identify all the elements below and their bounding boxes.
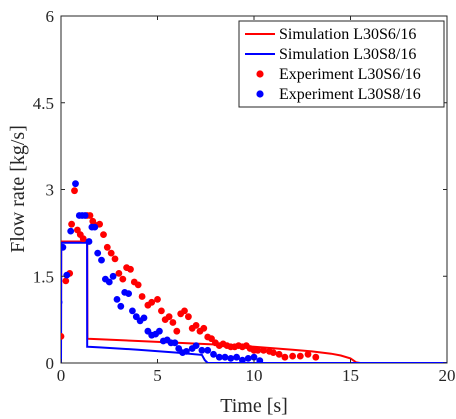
data-point-2 bbox=[193, 322, 200, 329]
data-point-2 bbox=[116, 270, 123, 277]
data-point-2 bbox=[80, 235, 87, 242]
data-point-3 bbox=[239, 357, 246, 364]
y-tick-label: 6 bbox=[46, 7, 55, 26]
data-point-3 bbox=[227, 355, 234, 362]
data-point-2 bbox=[297, 353, 304, 360]
data-point-3 bbox=[222, 354, 229, 361]
data-point-2 bbox=[139, 293, 146, 300]
data-point-2 bbox=[312, 354, 319, 361]
data-point-2 bbox=[135, 282, 142, 289]
data-point-3 bbox=[67, 228, 74, 235]
x-tick-label: 0 bbox=[57, 366, 66, 385]
data-point-2 bbox=[170, 319, 177, 326]
data-point-2 bbox=[100, 231, 107, 238]
x-tick-label: 5 bbox=[153, 366, 162, 385]
data-point-3 bbox=[56, 299, 63, 306]
data-point-2 bbox=[173, 328, 180, 335]
y-tick-label: 3 bbox=[46, 181, 55, 200]
y-axis-label: Flow rate [kg/s] bbox=[7, 125, 29, 253]
data-point-3 bbox=[183, 348, 190, 355]
legend-entry-3: Experiment L30S8/16 bbox=[279, 86, 421, 103]
x-tick-label: 15 bbox=[342, 366, 359, 385]
data-point-2 bbox=[104, 244, 111, 251]
data-point-2 bbox=[62, 278, 69, 285]
data-point-2 bbox=[289, 353, 296, 360]
data-point-2 bbox=[200, 325, 207, 332]
legend-entry-2: Experiment L30S6/16 bbox=[279, 66, 421, 83]
data-point-3 bbox=[114, 296, 121, 303]
legend-entry-1: Simulation L30S8/16 bbox=[279, 46, 416, 63]
data-point-3 bbox=[172, 339, 179, 346]
data-point-3 bbox=[204, 347, 211, 354]
legend-swatch-3 bbox=[256, 90, 263, 97]
data-point-3 bbox=[82, 212, 89, 219]
x-tick-label: 20 bbox=[439, 366, 456, 385]
data-point-2 bbox=[154, 296, 161, 303]
x-axis-label: Time [s] bbox=[220, 395, 288, 417]
data-point-3 bbox=[129, 308, 136, 315]
data-point-3 bbox=[199, 347, 206, 354]
data-point-3 bbox=[106, 279, 113, 286]
data-point-3 bbox=[98, 257, 105, 264]
data-point-3 bbox=[110, 273, 117, 280]
data-point-2 bbox=[260, 347, 267, 354]
data-point-3 bbox=[86, 238, 93, 245]
data-point-2 bbox=[158, 308, 165, 315]
data-point-2 bbox=[166, 313, 173, 320]
legend-entry-0: Simulation L30S6/16 bbox=[279, 26, 416, 43]
data-point-3 bbox=[210, 351, 217, 358]
data-point-2 bbox=[148, 299, 155, 306]
data-point-2 bbox=[185, 313, 192, 320]
data-point-2 bbox=[305, 351, 312, 358]
y-tick-label: 4.5 bbox=[33, 94, 54, 113]
data-point-3 bbox=[72, 180, 79, 187]
data-point-3 bbox=[156, 328, 163, 335]
data-point-2 bbox=[58, 333, 65, 340]
data-point-2 bbox=[276, 351, 283, 358]
data-point-3 bbox=[141, 315, 148, 322]
y-tick-label: 1.5 bbox=[33, 267, 54, 286]
data-point-3 bbox=[117, 303, 124, 310]
data-point-3 bbox=[245, 355, 252, 362]
data-point-3 bbox=[125, 290, 132, 297]
data-point-3 bbox=[91, 224, 98, 231]
data-point-2 bbox=[119, 276, 126, 283]
data-point-2 bbox=[112, 256, 119, 263]
y-tick-label: 0 bbox=[46, 354, 55, 373]
data-point-2 bbox=[108, 250, 115, 257]
data-point-2 bbox=[127, 266, 134, 273]
data-point-2 bbox=[68, 221, 75, 228]
data-point-3 bbox=[94, 250, 101, 257]
data-point-2 bbox=[181, 308, 188, 315]
data-point-3 bbox=[193, 342, 200, 349]
data-point-2 bbox=[282, 354, 289, 361]
data-point-3 bbox=[63, 272, 70, 279]
x-tick-label: 10 bbox=[246, 366, 263, 385]
data-point-2 bbox=[71, 187, 78, 194]
legend: Simulation L30S6/16 Simulation L30S8/16 Ex… bbox=[239, 21, 444, 107]
legend-swatch-2 bbox=[256, 70, 263, 77]
data-point-3 bbox=[233, 354, 240, 361]
data-point-2 bbox=[270, 349, 277, 356]
